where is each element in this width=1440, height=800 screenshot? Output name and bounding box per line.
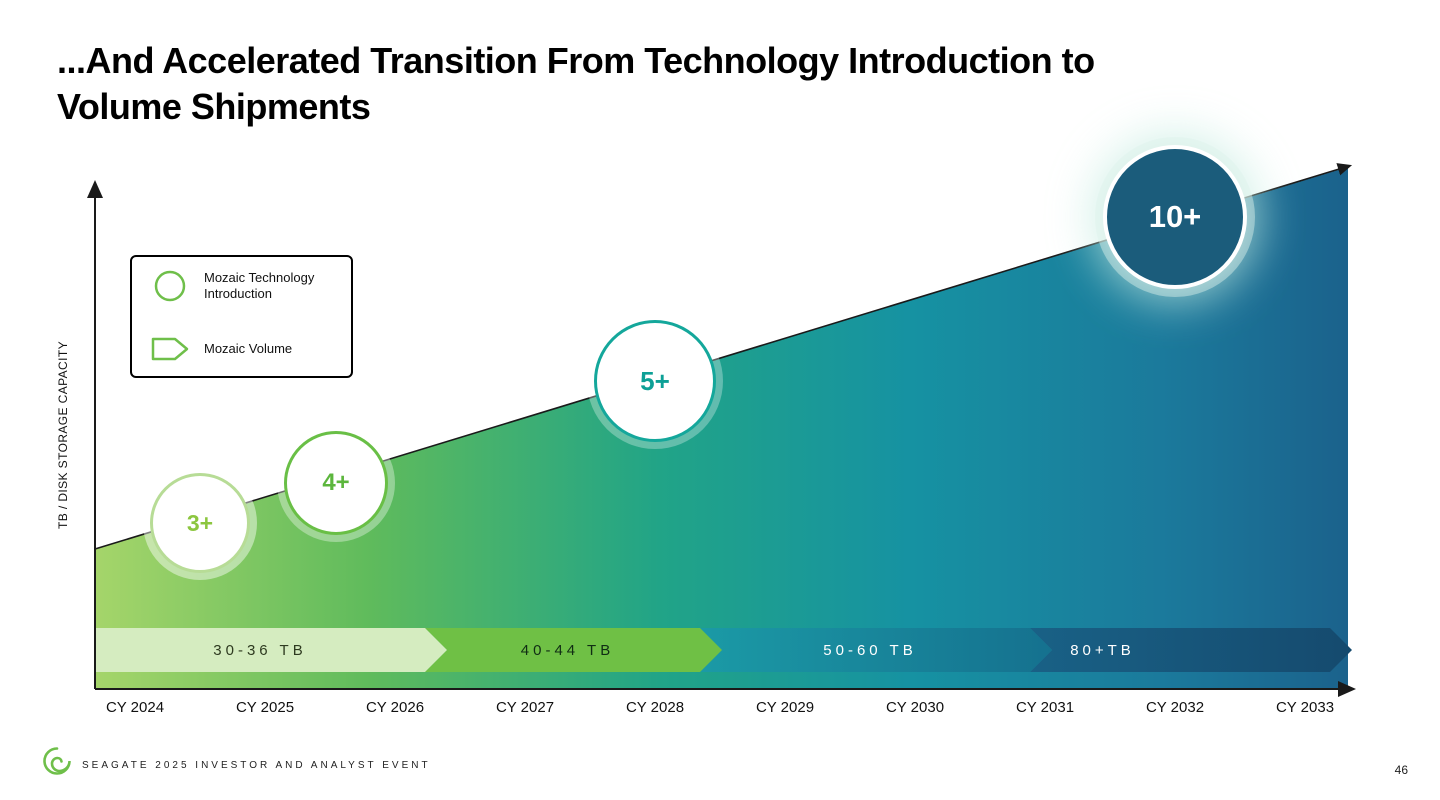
legend: Mozaic Technology Introduction Mozaic Vo… <box>130 255 353 378</box>
volume-band-shape-2 <box>425 628 722 672</box>
volume-band-label-30-36tb: 30-36 TB <box>213 641 307 659</box>
slide-title: ...And Accelerated Transition From Techn… <box>57 38 1387 130</box>
volume-band-shape-4 <box>1030 628 1352 672</box>
seagate-logo <box>42 746 72 781</box>
legend-item-volume: Mozaic Volume <box>150 336 341 362</box>
milestone-4plus: 4+ <box>284 431 388 535</box>
milestone-5plus: 5+ <box>594 320 716 442</box>
volume-band-label-80plustb: 80+TB <box>1070 641 1135 659</box>
x-tick-cy2024: CY 2024 <box>105 699 165 716</box>
x-tick-cy2027: CY 2027 <box>495 699 555 716</box>
milestone-3plus: 3+ <box>150 473 250 573</box>
x-tick-cy2031: CY 2031 <box>1015 699 1075 716</box>
legend-label-volume: Mozaic Volume <box>204 341 293 356</box>
title-line-2: Volume Shipments <box>57 86 371 127</box>
milestone-10plus: 10+ <box>1103 145 1247 289</box>
title-line-1: ...And Accelerated Transition From Techn… <box>57 40 1095 81</box>
legend-label-technology-introduction: Mozaic Technology Introduction <box>204 270 315 301</box>
volume-band-label-50-60tb: 50-60 TB <box>823 641 917 659</box>
x-tick-cy2030: CY 2030 <box>885 699 945 716</box>
page-number: 46 <box>1394 763 1408 777</box>
volume-band-shape-3 <box>700 628 1052 672</box>
x-tick-cy2032: CY 2032 <box>1145 699 1205 716</box>
footer-event-text: SEAGATE 2025 INVESTOR AND ANALYST EVENT <box>82 760 431 771</box>
capacity-area <box>95 167 1348 689</box>
x-tick-cy2026: CY 2026 <box>365 699 425 716</box>
volume-band-label-40-44tb: 40-44 TB <box>520 641 615 659</box>
legend-item-technology-introduction: Mozaic Technology Introduction <box>150 269 341 303</box>
x-tick-cy2028: CY 2028 <box>625 699 685 716</box>
circle-outline-icon <box>150 269 190 303</box>
volume-band-shape-1 <box>95 628 447 672</box>
arrow-tag-icon <box>150 336 190 362</box>
x-tick-cy2029: CY 2029 <box>755 699 815 716</box>
y-axis-label: TB / DISK STORAGE CAPACITY <box>56 341 70 529</box>
x-tick-cy2025: CY 2025 <box>235 699 295 716</box>
x-tick-cy2033: CY 2033 <box>1275 699 1335 716</box>
